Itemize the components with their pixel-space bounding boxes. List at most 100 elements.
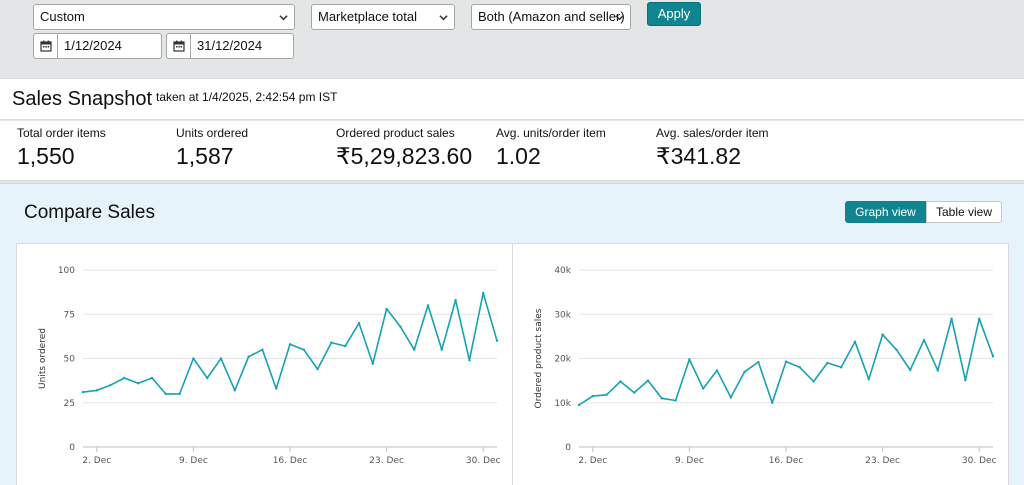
data-point xyxy=(233,389,236,392)
data-point xyxy=(344,344,347,348)
data-point xyxy=(95,389,99,392)
snapshot-metrics: Total order items 1,550 Units ordered 1,… xyxy=(0,121,1024,181)
metric-value: 1,550 xyxy=(17,143,75,169)
data-point xyxy=(357,321,361,325)
data-point xyxy=(798,366,801,369)
data-point xyxy=(275,387,278,390)
data-point xyxy=(330,341,333,344)
data-point xyxy=(454,298,457,302)
marketplace-value: Marketplace total xyxy=(318,9,417,24)
calendar-icon[interactable] xyxy=(34,34,58,58)
metric-value: 1.02 xyxy=(496,143,541,169)
calendar-icon[interactable] xyxy=(167,34,191,58)
data-point xyxy=(633,391,636,394)
x-tick-label: 9. Dec xyxy=(179,456,208,466)
page-title: Sales Snapshot xyxy=(12,88,153,110)
ordered-product-sales-chart: 0 10k 20k 30k 40k 2. Dec 9. Dec 16. Dec 23. Dec 3… xyxy=(512,243,1009,485)
y-tick-label: 20k xyxy=(554,355,571,365)
data-point xyxy=(867,378,870,381)
date-range-select[interactable]: Custom xyxy=(33,4,295,30)
fulfillment-value: Both (Amazon and seller) xyxy=(478,9,625,24)
start-date-field[interactable]: 1/12/2024 xyxy=(33,33,162,59)
data-point xyxy=(413,348,416,351)
data-point xyxy=(123,376,126,380)
metric-ordered-product-sales: Ordered product sales ₹5,29,823.60 xyxy=(336,126,472,170)
y-tick-label: 10k xyxy=(554,399,571,409)
data-point xyxy=(784,360,788,363)
x-tick-label: 30. Dec xyxy=(962,456,997,466)
x-tick-label: 16. Dec xyxy=(769,456,804,466)
sales-snapshot-header: Sales Snapshot taken at 1/4/2025, 2:42:5… xyxy=(0,78,1024,120)
y-axis-title: Ordered product sales xyxy=(534,308,544,408)
snapshot-timestamp: taken at 1/4/2025, 2:42:54 pm IST xyxy=(156,90,338,104)
metric-label: Ordered product sales xyxy=(336,126,455,140)
y-tick-label: 50 xyxy=(64,355,76,365)
x-tick-label: 30. Dec xyxy=(466,456,501,466)
x-tick-label: 2. Dec xyxy=(82,456,111,466)
data-point xyxy=(605,393,608,396)
chevron-down-icon xyxy=(615,15,624,21)
data-point xyxy=(247,355,250,358)
metric-value: 1,587 xyxy=(176,143,234,169)
y-tick-label: 0 xyxy=(69,443,75,453)
data-point xyxy=(840,366,843,369)
data-point xyxy=(646,379,650,382)
data-point xyxy=(137,382,140,385)
data-point xyxy=(964,378,967,382)
apply-button[interactable]: Apply xyxy=(647,2,701,26)
y-tick-label: 100 xyxy=(58,266,75,276)
chevron-down-icon xyxy=(279,15,288,21)
metric-value: ₹5,29,823.60 xyxy=(336,143,473,169)
data-point xyxy=(109,383,112,387)
data-point xyxy=(577,403,581,407)
data-point xyxy=(399,325,402,328)
data-point xyxy=(495,339,499,342)
data-point xyxy=(909,368,912,372)
data-point xyxy=(591,394,594,398)
metric-label: Avg. sales/order item xyxy=(656,126,769,140)
data-point xyxy=(426,304,430,307)
filter-bar: Custom Marketplace total Both (Amazon an… xyxy=(0,0,1024,74)
data-point xyxy=(743,370,746,373)
metric-avg-units-per-order-item: Avg. units/order item 1.02 xyxy=(496,126,606,170)
data-point xyxy=(826,361,829,365)
end-date-field[interactable]: 31/12/2024 xyxy=(166,33,294,59)
data-point xyxy=(729,396,732,399)
data-point xyxy=(950,317,953,320)
data-point xyxy=(150,376,154,380)
table-view-button[interactable]: Table view xyxy=(926,201,1002,223)
y-tick-label: 75 xyxy=(64,310,75,320)
data-point xyxy=(922,338,926,342)
metric-label: Avg. units/order item xyxy=(496,126,606,140)
y-tick-label: 25 xyxy=(64,399,75,409)
data-point xyxy=(812,380,815,383)
data-point xyxy=(702,387,705,390)
data-point xyxy=(468,359,471,362)
metric-total-order-items: Total order items 1,550 xyxy=(17,126,106,170)
data-point xyxy=(881,333,884,336)
chevron-down-icon xyxy=(439,15,448,21)
x-tick-label: 16. Dec xyxy=(273,456,308,466)
graph-view-button[interactable]: Graph view xyxy=(845,201,926,223)
start-date-value: 1/12/2024 xyxy=(64,38,122,53)
compare-sales-panel: Compare Sales Graph view Table view 0 25 5… xyxy=(0,183,1024,485)
marketplace-select[interactable]: Marketplace total xyxy=(311,4,455,30)
data-point xyxy=(440,348,443,351)
fulfillment-select[interactable]: Both (Amazon and seller) xyxy=(471,4,631,30)
data-point xyxy=(206,376,209,380)
data-point xyxy=(219,357,223,360)
y-tick-label: 0 xyxy=(565,443,571,453)
metric-label: Units ordered xyxy=(176,126,249,140)
data-point xyxy=(674,399,677,402)
data-point xyxy=(178,392,181,396)
data-point xyxy=(81,390,85,394)
data-point xyxy=(619,380,622,383)
data-point xyxy=(978,317,981,320)
y-axis-title: Units ordered xyxy=(38,328,48,389)
data-point xyxy=(192,357,195,360)
data-point xyxy=(288,343,292,346)
y-tick-label: 40k xyxy=(554,266,571,276)
data-point xyxy=(261,348,264,351)
compare-sales-title: Compare Sales xyxy=(24,202,155,223)
data-point xyxy=(660,397,663,400)
